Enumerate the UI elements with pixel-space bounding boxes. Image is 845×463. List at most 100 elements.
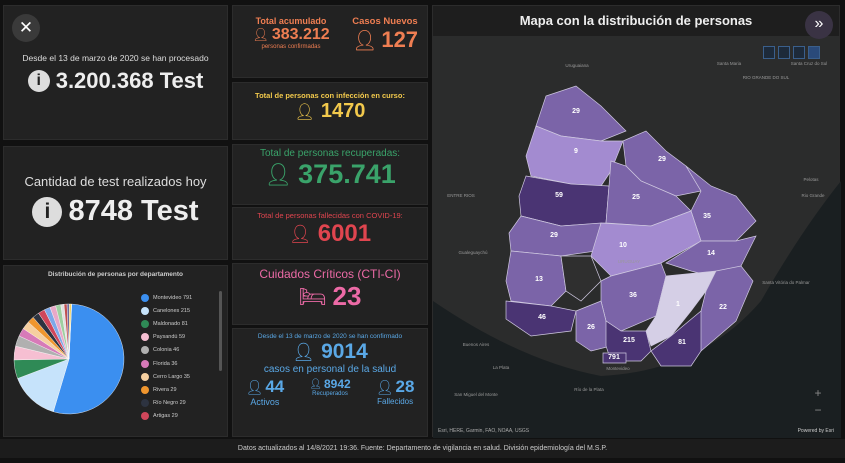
close-button[interactable]: ✕ bbox=[12, 14, 40, 42]
person-icon: 👤︎ bbox=[245, 378, 264, 395]
map-place-label: San Miguel del Monte bbox=[454, 392, 498, 397]
map-place-label: ENTRE RIOS bbox=[447, 193, 475, 198]
map-place-label: Montevideo bbox=[606, 366, 630, 371]
health-deaths-label: Fallecidos bbox=[377, 397, 414, 406]
uruguay-map[interactable]: 29 9 59 29 29 25 35 10 14 13 36 1 22 46 26 215 791 81 Urug… bbox=[433, 6, 841, 438]
map-title: Mapa con la distribución de personas bbox=[433, 6, 839, 36]
legend-swatch bbox=[141, 306, 149, 315]
department-rocha[interactable] bbox=[695, 265, 754, 352]
total-cases-panel: Total acumulado 👤︎ 383.212 personas confi… bbox=[232, 5, 428, 78]
person-icon: 👤︎ bbox=[309, 378, 322, 390]
basemap-gallery-icon[interactable] bbox=[808, 46, 820, 59]
department-value-maldonado: 81 bbox=[678, 339, 686, 346]
zoom-in-button[interactable]: + bbox=[814, 386, 822, 400]
pie-title: Distribución de personas por departament… bbox=[47, 271, 184, 278]
department-value-durazno: 10 bbox=[619, 242, 627, 249]
legend-swatch bbox=[141, 385, 149, 394]
legend-item[interactable]: Maldonado 81 bbox=[141, 317, 192, 330]
deaths-label: Total de personas fallecidas con COVID-1… bbox=[257, 211, 403, 220]
map-place-label: Uruguaiana bbox=[565, 63, 589, 68]
info-icon: i bbox=[32, 196, 63, 227]
map-panel[interactable]: 29 9 59 29 29 25 35 10 14 13 36 1 22 46 26 215 791 81 Urug… bbox=[432, 5, 841, 438]
layers-icon[interactable] bbox=[793, 46, 805, 59]
legend-item[interactable]: Cerro Largo 35 bbox=[141, 370, 192, 383]
new-label: Casos Nuevos bbox=[352, 16, 418, 27]
map-place-label: Santa Maria bbox=[717, 61, 742, 66]
legend-item[interactable]: Artigas 29 bbox=[141, 410, 192, 423]
expand-button[interactable]: » bbox=[805, 11, 833, 39]
legend-swatch bbox=[141, 333, 149, 342]
map-place-label: RIO GRANDE DO SUL bbox=[743, 75, 790, 80]
processed-caption: Desde el 13 de marzo de 2020 se han proc… bbox=[22, 53, 209, 63]
new-value: 127 bbox=[381, 27, 419, 52]
health-sub: casos en personal de la salud bbox=[263, 364, 397, 375]
department-canelones[interactable] bbox=[605, 320, 652, 362]
legend-item[interactable]: Río Negro 29 bbox=[141, 397, 192, 410]
pie-slice-canelones[interactable] bbox=[17, 358, 70, 412]
recovered-panel: Total de personas recuperadas: 👤︎ 375.741 bbox=[232, 144, 428, 205]
legend-item[interactable]: Montevideo 791 bbox=[141, 291, 192, 304]
active-cases-panel: Total de personas con infección en curso… bbox=[232, 82, 428, 140]
health-deaths-value: 28 bbox=[395, 377, 415, 396]
department-rio-negro[interactable] bbox=[508, 215, 602, 257]
department-value-montevideo: 791 bbox=[608, 354, 620, 361]
department-value-salto: 9 bbox=[574, 148, 578, 155]
legend-item[interactable]: Florida 36 bbox=[141, 357, 192, 370]
legend-item[interactable]: Canelones 215 bbox=[141, 304, 192, 317]
person-icon: 👤︎ bbox=[351, 29, 378, 52]
department-value-treinta-y-tres: 14 bbox=[707, 250, 715, 257]
person-icon: 👤︎ bbox=[294, 103, 315, 121]
legend-label: Maldonado 81 bbox=[153, 320, 188, 327]
legend-scrollbar[interactable] bbox=[219, 291, 222, 371]
pie-slice-montevideo[interactable] bbox=[53, 303, 125, 415]
home-icon[interactable] bbox=[763, 46, 775, 59]
info-icon: i bbox=[27, 70, 50, 92]
legend-item[interactable]: Rivera 29 bbox=[141, 383, 192, 396]
recovered-label: Total de personas recuperadas: bbox=[259, 148, 401, 159]
legend-swatch bbox=[141, 319, 149, 328]
legend-swatch bbox=[141, 412, 149, 421]
legend-swatch bbox=[141, 399, 149, 408]
person-icon: 👤︎ bbox=[292, 341, 316, 362]
today-tests-panel: Cantidad de test realizados hoy i 8748 T… bbox=[3, 146, 228, 260]
department-value-florida: 36 bbox=[629, 292, 637, 299]
department-durazno[interactable] bbox=[590, 210, 702, 277]
health-active-value: 44 bbox=[265, 377, 285, 396]
map-place-label: La Plata bbox=[493, 365, 510, 370]
legend-label: Florida 36 bbox=[153, 360, 178, 367]
health-active-label: Activos bbox=[250, 397, 280, 407]
department-value-colonia: 46 bbox=[538, 314, 546, 321]
list-icon[interactable] bbox=[778, 46, 790, 59]
legend-item[interactable]: Paysandú 59 bbox=[141, 331, 192, 344]
health-staff-panel: Desde el 13 de marzo de 2020 se han conf… bbox=[232, 328, 428, 437]
legend-swatch bbox=[141, 359, 149, 368]
zoom-out-button[interactable]: − bbox=[814, 403, 822, 417]
department-montevideo[interactable] bbox=[602, 352, 627, 364]
legend-label: Montevideo 791 bbox=[153, 294, 193, 301]
pie-chart bbox=[13, 303, 125, 415]
processed-tests-panel: ✕ Desde el 13 de marzo de 2020 se han pr… bbox=[3, 5, 228, 140]
department-value-canelones: 215 bbox=[623, 337, 635, 344]
health-value: 9014 bbox=[321, 340, 368, 363]
icu-value: 23 bbox=[332, 281, 362, 311]
department-value-cerro-largo: 35 bbox=[703, 213, 711, 220]
department-value-rio-negro: 29 bbox=[550, 232, 558, 239]
powered-by[interactable]: Powered by Esri bbox=[797, 428, 834, 434]
health-recovered-value: 8942 bbox=[324, 377, 351, 391]
person-icon: 👤︎ bbox=[264, 161, 293, 187]
deaths-value: 6001 bbox=[317, 220, 372, 247]
department-maldonado[interactable] bbox=[650, 310, 702, 367]
legend-label: Colonia 46 bbox=[153, 347, 180, 354]
deaths-panel: Total de personas fallecidas con COVID-1… bbox=[232, 207, 428, 260]
legend-label: Cerro Largo 35 bbox=[153, 373, 190, 380]
recovered-value: 375.741 bbox=[298, 159, 396, 189]
legend-item[interactable]: Colonia 46 bbox=[141, 344, 192, 357]
department-salto[interactable] bbox=[525, 125, 624, 187]
today-value: 8748 Test bbox=[68, 195, 199, 227]
total-sub: personas confirmadas bbox=[261, 44, 321, 50]
department-colonia[interactable] bbox=[505, 300, 577, 337]
pie-slice-other[interactable] bbox=[68, 303, 72, 360]
department-flores[interactable] bbox=[560, 255, 602, 302]
legend-swatch bbox=[141, 372, 149, 381]
map-place-label: Pelotas bbox=[803, 177, 819, 182]
